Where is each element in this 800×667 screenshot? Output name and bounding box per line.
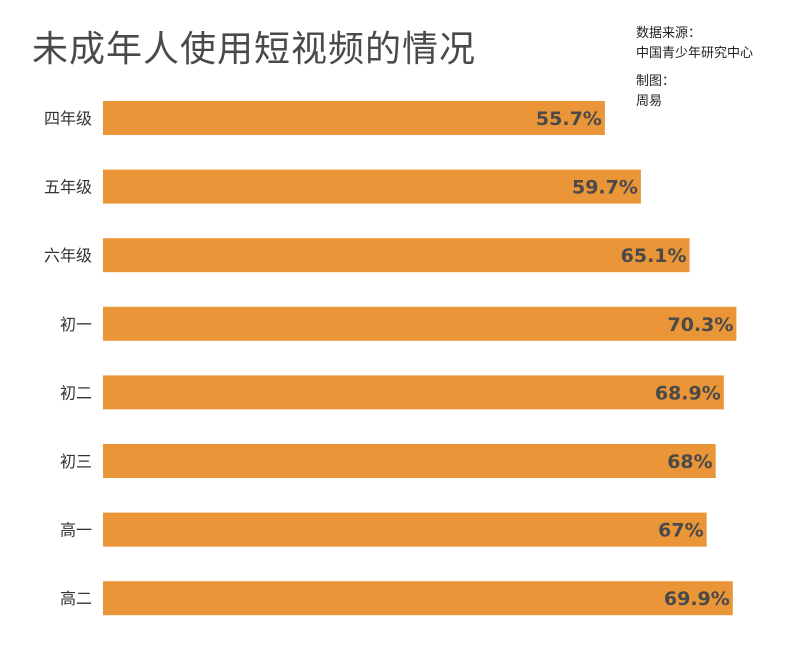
source-note: 数据来源： 中国青少年研究中心 制图： 周易 — [636, 24, 753, 112]
category-label-2: 六年级 — [44, 246, 92, 265]
bar-3 — [103, 306, 737, 341]
bar-6 — [103, 512, 707, 547]
value-label-7: 69.9% — [664, 588, 730, 610]
value-label-4: 68.9% — [655, 382, 721, 404]
source-name: 中国青少年研究中心 — [636, 46, 754, 61]
bar-5 — [103, 444, 716, 478]
bar-7 — [103, 581, 733, 616]
value-label-1: 59.7% — [572, 177, 638, 199]
category-label-6: 高一 — [60, 521, 92, 540]
bar-4 — [103, 375, 724, 410]
category-label-0: 四年级 — [44, 109, 92, 128]
value-label-3: 70.3% — [667, 314, 733, 336]
source-label: 数据来源： — [636, 26, 702, 41]
value-label-2: 65.1% — [621, 245, 687, 267]
bar-0 — [103, 101, 605, 135]
category-label-4: 初二 — [60, 383, 92, 402]
credit-label: 制图： — [636, 74, 676, 89]
credit-name: 周易 — [636, 94, 663, 109]
category-label-5: 初三 — [60, 452, 92, 471]
bar-1 — [103, 169, 641, 204]
category-label-3: 初一 — [60, 315, 92, 334]
value-label-0: 55.7% — [536, 108, 602, 130]
category-label-7: 高二 — [60, 589, 92, 608]
value-label-6: 67% — [658, 520, 703, 542]
category-label-1: 五年级 — [44, 178, 92, 197]
chart-title: 未成年人使用短视频的情况 — [32, 29, 477, 70]
bar-2 — [103, 238, 690, 273]
value-label-5: 68% — [667, 451, 712, 473]
